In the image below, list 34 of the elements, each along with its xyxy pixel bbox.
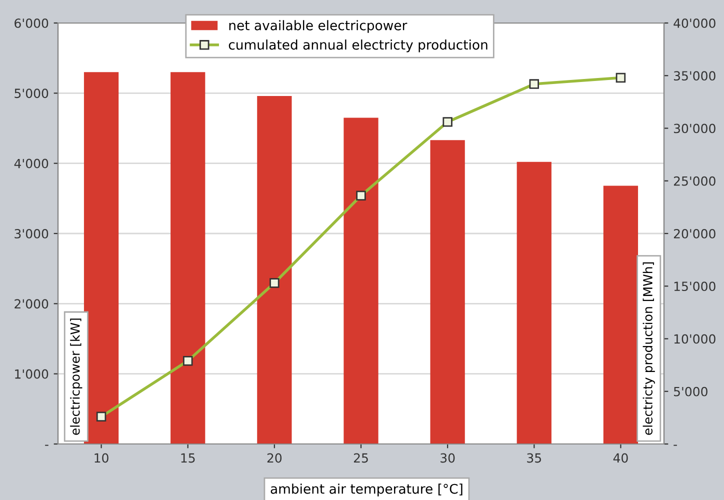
y2-tick-label: 25'000 [674,176,716,186]
y-tick-label: 4'000 [14,158,48,168]
y-tick-label: 5'000 [14,88,48,98]
legend-label: cumulated annual electricty production [228,40,488,52]
x-tick-label: 35 [527,453,542,463]
x-tick-label: 30 [440,453,455,463]
y-tick-label: - [45,444,48,446]
bar [344,118,378,444]
y-axis-title: electricpower [kW] [70,318,82,435]
legend-label: net available electricpower [229,20,408,33]
bar [516,162,552,444]
y2-tick-label: - [674,444,677,446]
y2-tick-label: 35'000 [674,71,716,81]
y-tick-label: 6'000 [14,18,48,28]
y2-tick-label: 15'000 [674,282,716,292]
x-tick-label: 20 [267,453,282,463]
bar [257,96,292,444]
bar [84,72,119,444]
y2-tick-label: 30'000 [674,124,716,134]
x-tick-label: 10 [94,453,108,463]
y2-tick-label: 10'000 [674,334,716,344]
y2-axis-title: electricty production [MWh] [642,262,655,435]
x-tick-label: 25 [354,453,368,463]
bar [170,72,206,444]
x-axis-title: ambient air temperature [°C] [270,484,462,496]
x-tick-label: 40 [613,453,628,463]
y-tick-label: 1'000 [15,369,48,379]
y-tick-label: 3'000 [14,228,48,238]
bar [430,140,465,444]
y-tick-label: 2'000 [14,299,48,309]
y2-tick-label: 5'000 [674,386,708,396]
y2-tick-label: 20'000 [674,228,716,238]
y2-tick-label: 40'000 [674,18,716,28]
x-tick-label: 15 [181,453,195,463]
